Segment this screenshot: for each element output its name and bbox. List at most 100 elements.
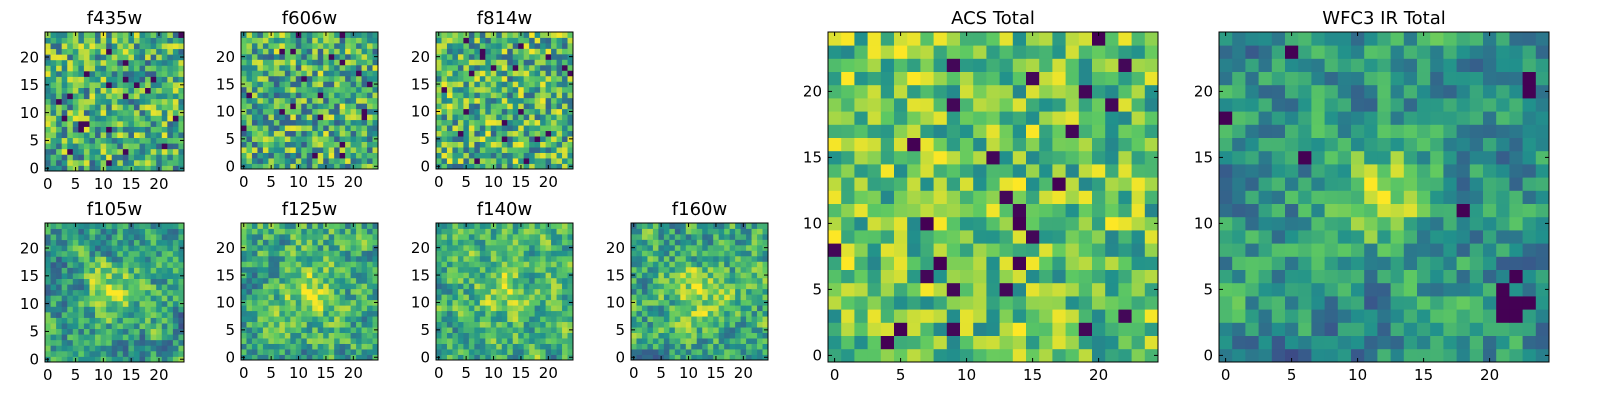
- heatmap-cell: [436, 75, 442, 82]
- heatmap-cell: [452, 130, 459, 137]
- heatmap-cell: [1105, 282, 1119, 297]
- heatmap-cell: [268, 70, 275, 77]
- heatmap-cell: [474, 261, 481, 268]
- heatmap-cell: [106, 339, 113, 346]
- heatmap-cell: [685, 277, 692, 284]
- heatmap-cell: [933, 216, 948, 231]
- heatmap-cell: [246, 70, 253, 77]
- heatmap-cell: [45, 65, 51, 72]
- heatmap-cell: [762, 305, 769, 312]
- heatmap-cell: [894, 269, 908, 284]
- heatmap-cell: [663, 294, 670, 301]
- heatmap-cell: [334, 152, 341, 159]
- heatmap-cell: [663, 354, 670, 361]
- heatmap-cell: [161, 256, 168, 263]
- heatmap-cell: [663, 277, 670, 284]
- heatmap-cell: [178, 256, 185, 263]
- heatmap-cell: [452, 32, 459, 38]
- heatmap-cell: [663, 338, 670, 344]
- heatmap-cell: [251, 244, 258, 251]
- heatmap-cell: [89, 137, 96, 144]
- heatmap-cell: [551, 294, 557, 301]
- heatmap-cell: [172, 159, 179, 166]
- heatmap-cell: [356, 332, 362, 339]
- heatmap-cell: [685, 294, 692, 301]
- heatmap-cell: [145, 82, 152, 88]
- heatmap-cell: [468, 92, 475, 99]
- heatmap-cell: [295, 272, 302, 279]
- heatmap-cell: [680, 349, 687, 355]
- heatmap-cell: [45, 59, 51, 66]
- heatmap-cell: [323, 272, 330, 279]
- heatmap-cell: [295, 81, 302, 88]
- heatmap-cell: [295, 37, 302, 44]
- heatmap-cell: [241, 338, 247, 344]
- heatmap-cell: [567, 103, 574, 110]
- heatmap-cell: [1105, 164, 1119, 178]
- y-tick-label: 15: [216, 75, 235, 93]
- heatmap-cell: [545, 349, 552, 355]
- heatmap-cell: [854, 335, 868, 350]
- heatmap-cell: [523, 32, 530, 38]
- heatmap-cell: [61, 98, 68, 105]
- heatmap-cell: [551, 152, 557, 159]
- heatmap-cell: [100, 104, 107, 111]
- heatmap-cell: [72, 70, 79, 77]
- heatmap-cell: [241, 42, 247, 49]
- y-tick-label: 0: [29, 159, 39, 177]
- heatmap-cell: [133, 48, 140, 55]
- y-tick-label: 0: [420, 349, 430, 367]
- heatmap-cell: [350, 310, 357, 317]
- heatmap-cell: [83, 234, 90, 241]
- heatmap-cell: [72, 120, 79, 127]
- heatmap-cell: [262, 70, 269, 77]
- heatmap-cell: [150, 132, 157, 139]
- heatmap-cell: [290, 92, 297, 99]
- heatmap-cell: [452, 349, 459, 355]
- heatmap-cell: [757, 233, 763, 240]
- heatmap-cell: [556, 86, 563, 93]
- heatmap-cell: [312, 86, 319, 93]
- heatmap-cell: [631, 233, 637, 240]
- heatmap-cell: [562, 108, 568, 115]
- heatmap-cell: [1039, 230, 1053, 244]
- heatmap-cell: [567, 86, 574, 93]
- heatmap-cell: [111, 300, 118, 307]
- heatmap-cell: [463, 119, 470, 126]
- heatmap-cell: [729, 223, 736, 229]
- heatmap-cell: [128, 70, 135, 77]
- heatmap-cell: [674, 255, 681, 262]
- heatmap-cell: [696, 299, 703, 306]
- heatmap-cell: [551, 332, 557, 339]
- heatmap-cell: [45, 339, 51, 346]
- heatmap-cell: [372, 75, 379, 82]
- heatmap-cell: [317, 349, 324, 355]
- heatmap-cell: [534, 338, 541, 344]
- heatmap-cell: [512, 272, 519, 279]
- heatmap-cell: [323, 136, 330, 142]
- heatmap-cell: [89, 261, 96, 268]
- heatmap-cell: [301, 272, 308, 279]
- heatmap-cell: [301, 332, 308, 339]
- heatmap-cell: [1092, 296, 1106, 310]
- heatmap-cell: [452, 228, 459, 235]
- heatmap-cell: [652, 305, 659, 312]
- heatmap-cell: [1105, 256, 1119, 270]
- heatmap-cell: [674, 228, 681, 235]
- heatmap-cell: [501, 32, 508, 38]
- heatmap-cell: [295, 152, 302, 159]
- heatmap-cell: [172, 356, 179, 363]
- heatmap-cell: [273, 136, 280, 142]
- heatmap-cell: [106, 261, 113, 268]
- heatmap-cell: [523, 59, 530, 66]
- heatmap-cell: [663, 233, 670, 240]
- heatmap-cell: [1012, 230, 1027, 244]
- heatmap-cell: [854, 230, 868, 244]
- heatmap-cell: [83, 104, 90, 111]
- heatmap-cell: [167, 345, 174, 352]
- heatmap-cell: [468, 147, 475, 153]
- heatmap-cell: [1092, 282, 1106, 297]
- heatmap-cell: [328, 338, 335, 344]
- heatmap-cell: [72, 339, 79, 346]
